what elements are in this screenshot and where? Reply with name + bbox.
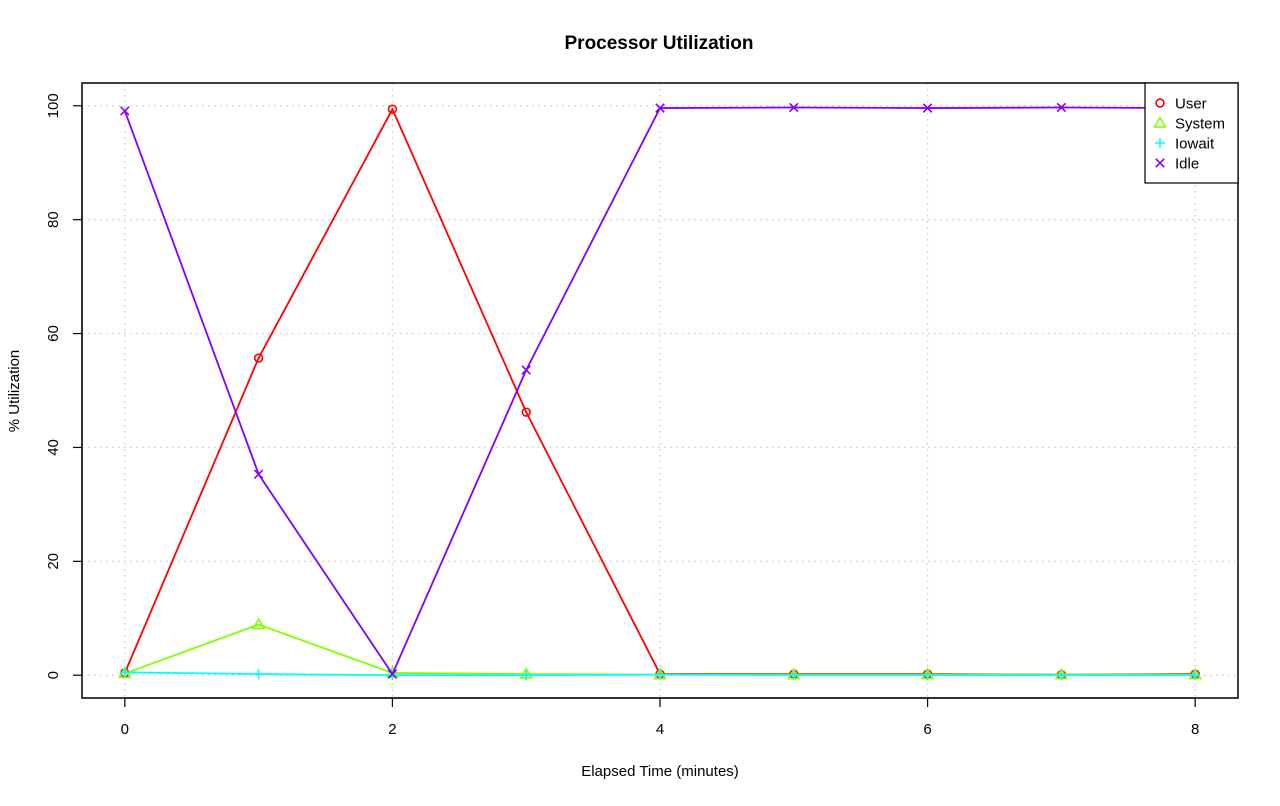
data-point-iowait <box>521 670 532 681</box>
legend: User System Iowait Idle <box>1144 82 1239 184</box>
data-point-user <box>253 353 264 363</box>
x-axis-title: Elapsed Time (minutes) <box>581 763 739 780</box>
y-tick-label: 40 <box>45 439 62 456</box>
data-point-iowait <box>788 670 799 681</box>
y-tick-label: 60 <box>45 325 62 342</box>
data-point-iowait <box>655 669 665 680</box>
legend-marker-system <box>1153 116 1167 128</box>
gridlines <box>82 83 1238 698</box>
data-point-user <box>521 407 531 417</box>
data-point-idle <box>655 103 665 113</box>
y-axis-title: % Utilization <box>6 350 23 433</box>
x-tick-label: 6 <box>923 721 931 738</box>
legend-marker-idle <box>1155 158 1165 168</box>
data-point-idle <box>922 103 933 113</box>
legend-label-iowait: Iowait <box>1175 136 1215 153</box>
data-point-iowait <box>922 670 933 681</box>
y-tick-label: 80 <box>45 211 62 228</box>
x-tick-label: 4 <box>656 721 664 738</box>
data-point-idle <box>120 106 130 116</box>
data-point-user <box>387 104 398 114</box>
x-tick-label: 0 <box>121 721 129 738</box>
data-point-idle <box>1056 102 1067 113</box>
y-tick-label: 100 <box>45 93 62 118</box>
legend-label-system: System <box>1175 116 1225 133</box>
data-point-iowait <box>119 667 130 678</box>
chart-title: Processor Utilization <box>565 33 754 54</box>
y-tick-label: 0 <box>45 671 62 679</box>
legend-marker-iowait <box>1155 138 1165 148</box>
data-point-system <box>251 617 266 630</box>
x-tick-label: 2 <box>388 721 396 738</box>
data-point-iowait <box>1190 670 1201 681</box>
plot-frame <box>81 82 1239 699</box>
data-point-idle <box>253 469 264 479</box>
legend-marker-user <box>1155 98 1165 108</box>
x-tick-label: 8 <box>1191 721 1199 738</box>
y-tick-label: 20 <box>45 553 62 570</box>
data-point-iowait <box>1056 670 1067 681</box>
legend-label-user: User <box>1175 96 1207 113</box>
data-point-idle <box>387 669 398 679</box>
legend-label-idle: Idle <box>1175 156 1199 173</box>
data-point-idle <box>789 102 799 113</box>
series-group <box>118 102 1202 681</box>
data-point-idle <box>521 365 531 375</box>
data-point-iowait <box>253 669 264 680</box>
